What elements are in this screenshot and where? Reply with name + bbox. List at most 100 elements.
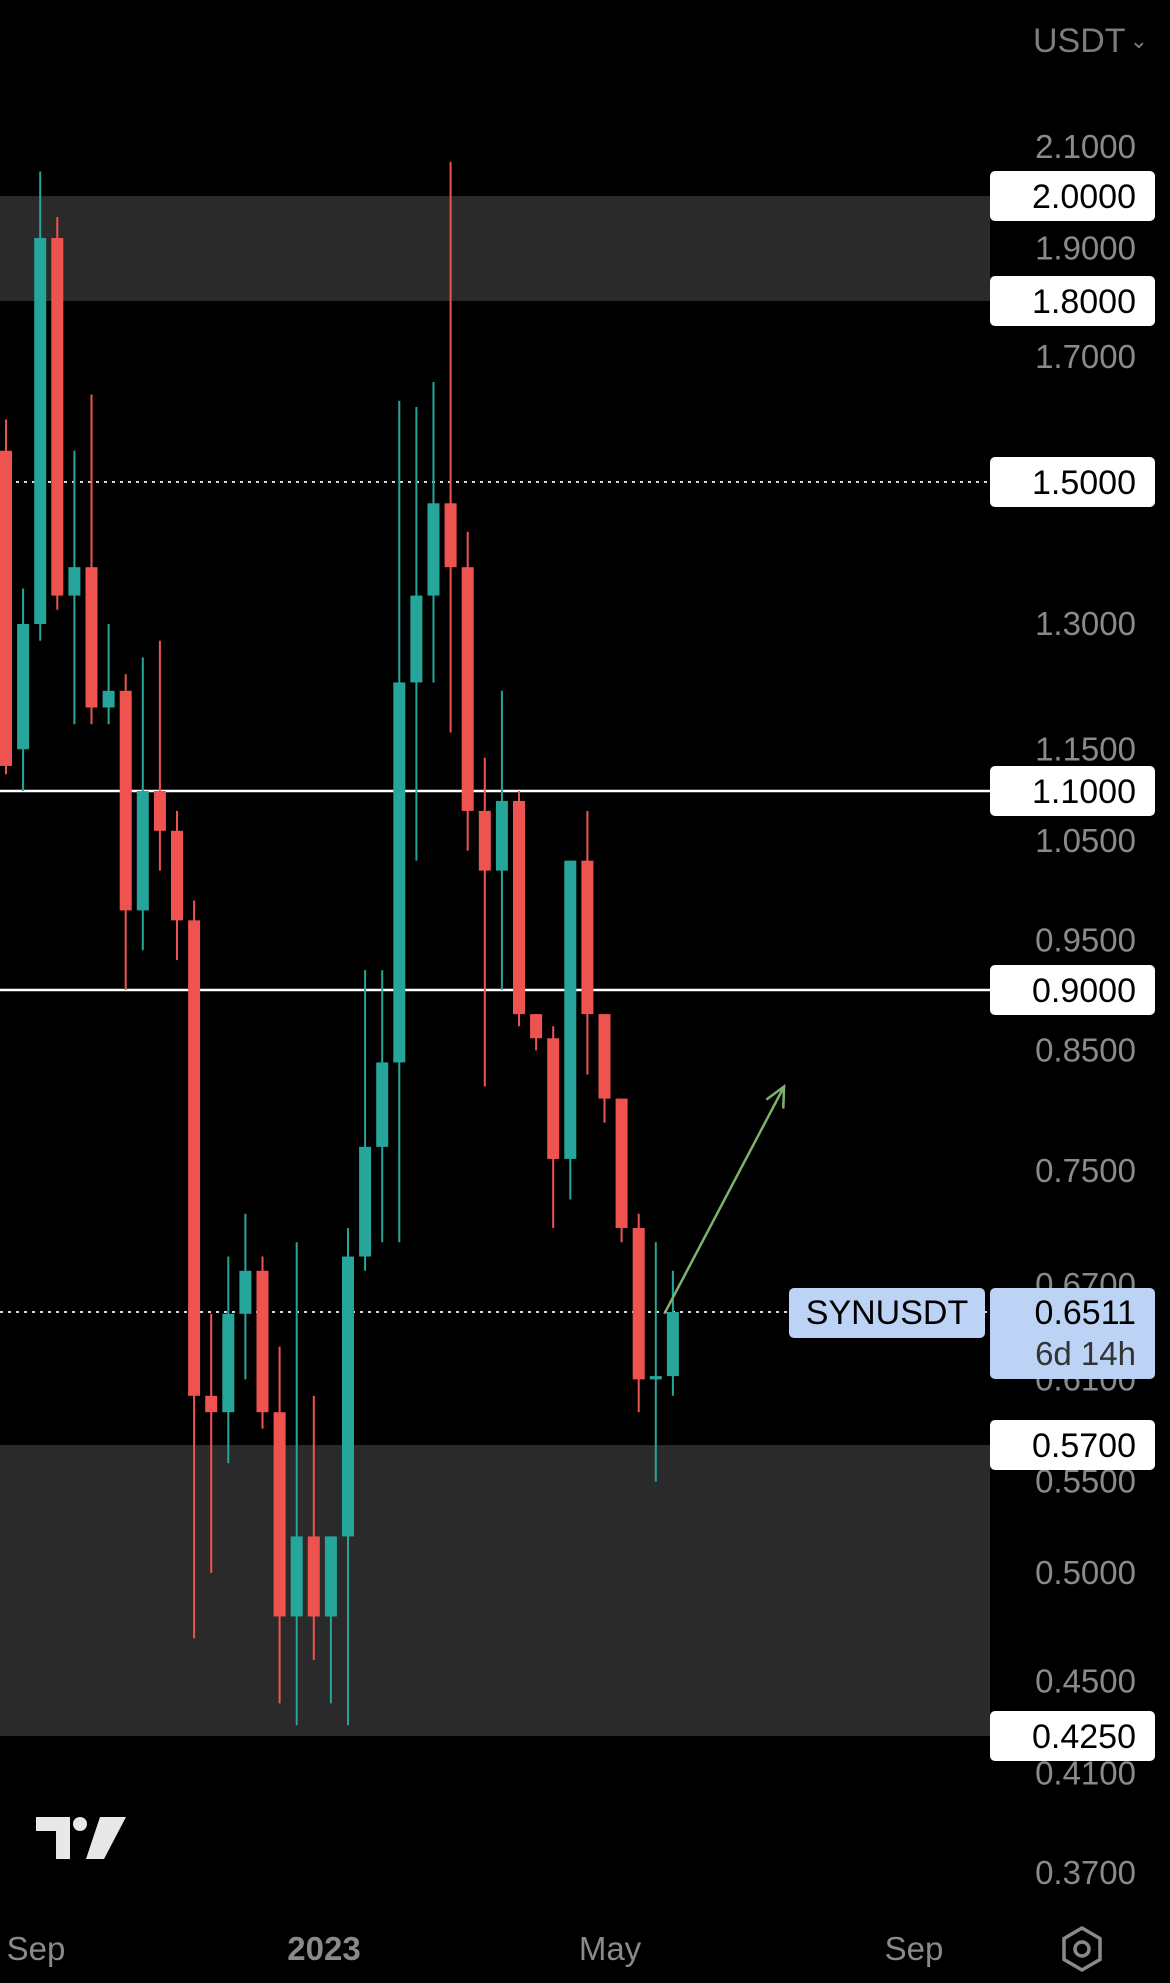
candle [530, 1014, 543, 1051]
y-tick-label: 0.3700 [1035, 1854, 1136, 1891]
level-label: 0.5700 [990, 1420, 1155, 1470]
projection-arrow-head [765, 1083, 786, 1109]
candle-body [376, 1062, 389, 1147]
level-label: 0.9000 [990, 965, 1155, 1015]
candle [307, 1395, 320, 1660]
level-label-box [990, 965, 1155, 1015]
level-label-box [990, 457, 1155, 507]
candle-body [119, 690, 132, 911]
candle [290, 1242, 303, 1726]
candle [171, 810, 183, 961]
symbol-tag: SYNUSDT [806, 1294, 968, 1332]
level-label: 1.5000 [990, 457, 1155, 507]
candle-body [410, 595, 423, 683]
candle-body [205, 1395, 218, 1413]
candle [393, 400, 406, 1243]
candle [666, 1270, 679, 1396]
candle [68, 450, 81, 725]
candle [17, 588, 30, 791]
y-tick-label: 1.0500 [1035, 822, 1136, 859]
candle-body [188, 920, 201, 1396]
candle-body [649, 1376, 662, 1380]
countdown-label: 6d 14h [1035, 1335, 1136, 1372]
candle-body [85, 567, 98, 708]
y-tick-label: 0.8500 [1035, 1031, 1136, 1068]
x-axis-label: Sep [885, 1930, 944, 1967]
y-tick-label: 2.1000 [1035, 128, 1136, 165]
candle-body [478, 810, 491, 871]
y-tick-label: 0.9500 [1035, 921, 1136, 958]
level-label-text: 2.0000 [1032, 178, 1136, 216]
candle [649, 1242, 662, 1482]
candle [324, 1536, 337, 1704]
candle-body [324, 1536, 337, 1617]
candle-body [136, 791, 149, 911]
candle [461, 531, 474, 851]
candle [34, 171, 47, 641]
candle-body [171, 830, 183, 921]
level-label-box [990, 276, 1155, 326]
gear-icon[interactable] [1058, 1925, 1106, 1973]
chevron-down-icon: ⌄ [1129, 28, 1148, 53]
candle [342, 1228, 354, 1726]
candle-body [256, 1270, 269, 1413]
candle-body [666, 1312, 679, 1377]
zone-band [0, 1445, 990, 1736]
candle-body [342, 1256, 354, 1537]
currency-label: USDT [1033, 22, 1126, 60]
candle [376, 970, 389, 1243]
candle-body [68, 567, 81, 596]
candle [615, 1098, 628, 1243]
level-label-box [990, 1711, 1155, 1761]
level-label-box [990, 171, 1155, 221]
candle-body [222, 1313, 235, 1413]
candle [547, 1026, 560, 1229]
currency-selector[interactable]: USDT ⌄ [1033, 22, 1148, 61]
candle [256, 1256, 269, 1429]
candle [136, 657, 149, 951]
candle [495, 690, 508, 990]
candle-body [598, 1014, 611, 1099]
candle [273, 1346, 286, 1704]
candle-body [290, 1536, 303, 1617]
candle-body [239, 1270, 252, 1314]
level-label-text: 0.4250 [1032, 1718, 1136, 1756]
candle-body [615, 1098, 628, 1229]
candle-body [0, 450, 12, 766]
candle [119, 674, 132, 990]
candle [102, 624, 115, 725]
candle-body [34, 238, 47, 624]
last-price-label: 0.6511 [1035, 1294, 1136, 1332]
candle-body [51, 238, 64, 596]
level-label-text: 1.8000 [1032, 283, 1136, 321]
candle [478, 757, 491, 1087]
candle [359, 970, 372, 1271]
candle [0, 419, 12, 775]
candle-body [632, 1228, 645, 1380]
level-label: 1.1000 [990, 766, 1155, 816]
y-tick-label: 0.5000 [1035, 1554, 1136, 1591]
level-label-box [990, 766, 1155, 816]
candle-body [17, 624, 30, 750]
candle-body [444, 503, 457, 568]
candle-body [273, 1412, 286, 1617]
candle [513, 791, 525, 1027]
candle-body [581, 860, 594, 1015]
candle-body [547, 1038, 560, 1159]
candle-body [359, 1146, 372, 1257]
candle-body [461, 567, 474, 811]
candle [598, 1014, 611, 1123]
candle [51, 217, 64, 610]
candle-body [427, 503, 440, 596]
candle [153, 640, 166, 871]
candle [188, 900, 201, 1639]
x-axis-label: May [579, 1930, 642, 1967]
candle-body [530, 1014, 543, 1039]
level-label-text: 0.5700 [1032, 1427, 1136, 1465]
zone-band [0, 196, 990, 301]
y-tick-label: 1.7000 [1035, 338, 1136, 375]
symbol-tag-box [789, 1288, 985, 1338]
candle [85, 394, 98, 725]
last-price-box [990, 1288, 1155, 1379]
